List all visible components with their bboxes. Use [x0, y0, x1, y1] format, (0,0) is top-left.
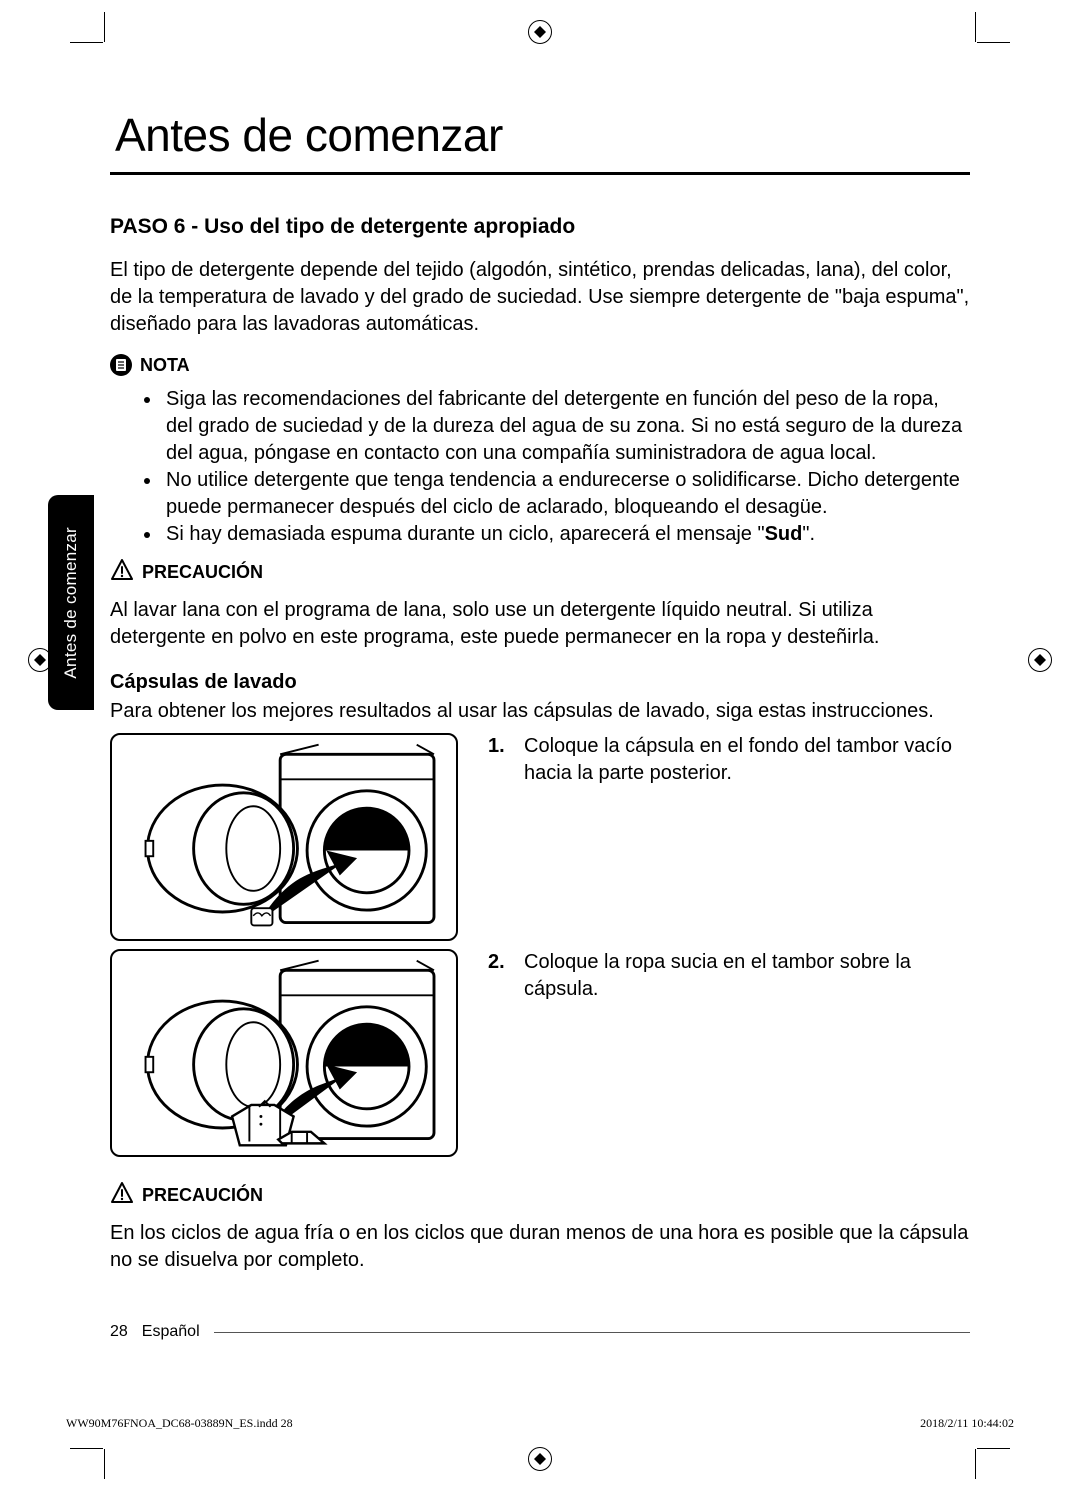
- pods-intro: Para obtener los mejores resultados al u…: [110, 698, 970, 725]
- step-number: 2.: [488, 949, 510, 1003]
- registration-mark-icon: [528, 1447, 552, 1471]
- page-headline: Antes de comenzar: [110, 100, 970, 175]
- note-list: Siga las recomendaciones del fabricante …: [110, 386, 970, 548]
- washer-pod-illustration: [110, 733, 458, 941]
- step-text: Coloque la cápsula en el fondo del tambo…: [524, 733, 970, 949]
- crop-mark: [70, 42, 103, 43]
- pod-step: 1. Coloque la cápsula en el fondo del ta…: [488, 733, 970, 949]
- note-heading: NOTA: [110, 354, 970, 376]
- note-item: Si hay demasiada espuma durante un ciclo…: [162, 521, 970, 548]
- caution-text: Al lavar lana con el programa de lana, s…: [110, 597, 970, 651]
- caution-label: PRECAUCIÓN: [142, 1185, 263, 1206]
- crop-mark: [977, 42, 1010, 43]
- illustration-column: [110, 733, 458, 1157]
- crop-mark: [975, 1449, 976, 1479]
- note-icon: [110, 354, 132, 376]
- crop-mark: [104, 12, 105, 42]
- note-label: NOTA: [140, 355, 190, 376]
- step-number: 1.: [488, 733, 510, 949]
- page-number: 28: [110, 1323, 128, 1341]
- crop-mark: [104, 1449, 105, 1479]
- pod-step: 2. Coloque la ropa sucia en el tambor so…: [488, 949, 970, 1003]
- footer-rule: [214, 1332, 970, 1333]
- registration-mark-icon: [1028, 648, 1052, 672]
- registration-mark-icon: [528, 20, 552, 44]
- pods-heading: Cápsulas de lavado: [110, 671, 970, 694]
- print-timestamp: 2018/2/11 10:44:02: [920, 1416, 1014, 1431]
- warning-icon: [110, 558, 134, 587]
- caution-heading: PRECAUCIÓN: [110, 558, 970, 587]
- washer-laundry-illustration: [110, 949, 458, 1157]
- print-metadata: WW90M76FNOA_DC68-03889N_ES.indd 28 2018/…: [66, 1416, 1014, 1431]
- warning-icon: [110, 1181, 134, 1210]
- section-tab: Antes de comenzar: [48, 495, 94, 710]
- caution-label: PRECAUCIÓN: [142, 562, 263, 583]
- crop-mark: [975, 12, 976, 42]
- step-heading: PASO 6 - Uso del tipo de detergente apro…: [110, 215, 970, 239]
- page-content: Antes de comenzar PASO 6 - Uso del tipo …: [110, 100, 970, 1290]
- section-tab-label: Antes de comenzar: [61, 527, 81, 679]
- pods-instructions: 1. Coloque la cápsula en el fondo del ta…: [110, 733, 970, 1157]
- crop-mark: [70, 1448, 103, 1449]
- pod-steps-column: 1. Coloque la cápsula en el fondo del ta…: [488, 733, 970, 1157]
- source-file: WW90M76FNOA_DC68-03889N_ES.indd 28: [66, 1416, 293, 1431]
- note-item: No utilice detergente que tenga tendenci…: [162, 467, 970, 521]
- crop-mark: [977, 1448, 1010, 1449]
- caution-text: En los ciclos de agua fría o en los cicl…: [110, 1220, 970, 1274]
- page-footer: 28 Español: [110, 1323, 970, 1341]
- step-text: Coloque la ropa sucia en el tambor sobre…: [524, 949, 970, 1003]
- note-item: Siga las recomendaciones del fabricante …: [162, 386, 970, 467]
- intro-paragraph: El tipo de detergente depende del tejido…: [110, 257, 970, 338]
- footer-language: Español: [142, 1323, 200, 1341]
- caution-heading: PRECAUCIÓN: [110, 1181, 970, 1210]
